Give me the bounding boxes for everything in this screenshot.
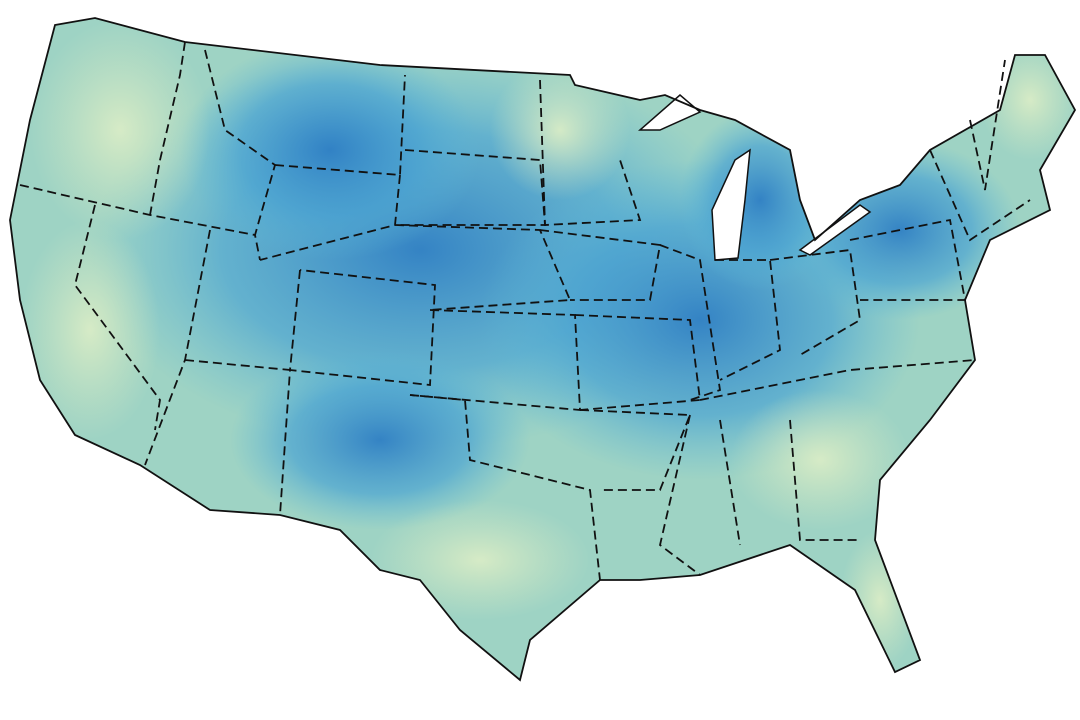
state-borders — [19, 41, 1031, 581]
